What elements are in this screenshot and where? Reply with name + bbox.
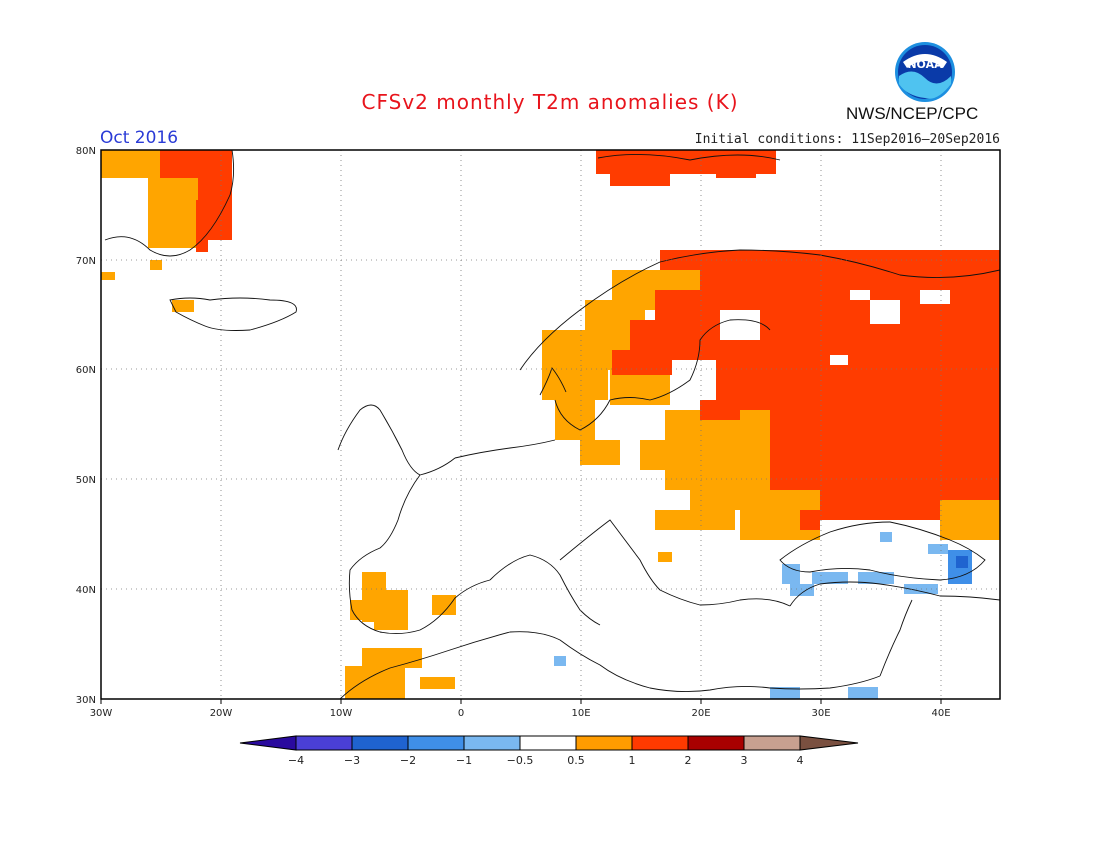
lat-label: 80N: [76, 146, 96, 157]
legend-swatch: [743, 735, 801, 751]
lon-label: 30E: [811, 708, 830, 719]
lon-label: 20W: [210, 708, 233, 719]
map-frame: [100, 149, 1001, 700]
lat-labels: 30N 40N 50N 60N 70N 80N: [76, 146, 96, 706]
legend-swatch: [407, 735, 465, 751]
map-title: CFSv2 monthly T2m anomalies (K): [361, 90, 739, 114]
legend-swatch: [463, 735, 521, 751]
legend-swatch: [631, 735, 689, 751]
legend-arrow-right: [799, 735, 859, 751]
lat-label: 40N: [76, 585, 96, 596]
legend-swatch: [295, 735, 353, 751]
legend-label: 3: [741, 754, 748, 767]
forecast-month: Oct 2016: [100, 128, 179, 148]
lon-label: 20E: [691, 708, 710, 719]
lat-label: 30N: [76, 695, 96, 706]
lon-labels: 30W 20W 10W 0 10E 20E 30E 40E: [90, 708, 951, 719]
initial-conditions: Initial conditions: 11Sep2016–20Sep2016: [694, 132, 1000, 147]
logo-text: NOAA: [907, 58, 943, 71]
legend-label: −3: [344, 754, 360, 767]
legend-label: 0.5: [567, 754, 585, 767]
legend-label: −0.5: [507, 754, 534, 767]
legend-label: 2: [685, 754, 692, 767]
legend-label: 1: [629, 754, 636, 767]
legend-arrow-left: [239, 735, 297, 751]
lat-label: 50N: [76, 475, 96, 486]
lon-label: 10W: [330, 708, 353, 719]
lat-label: 60N: [76, 365, 96, 376]
legend-swatch: [351, 735, 409, 751]
legend-label: −4: [288, 754, 304, 767]
legend-label: −2: [400, 754, 416, 767]
lon-label: 10E: [571, 708, 590, 719]
legend-swatch: [519, 735, 577, 751]
lon-label: 40E: [931, 708, 950, 719]
legend-swatch: [687, 735, 745, 751]
lon-label: 30W: [90, 708, 113, 719]
anomaly-cells: [101, 150, 1000, 699]
legend-swatch: [575, 735, 633, 751]
lat-label: 70N: [76, 256, 96, 267]
agency-label: NWS/NCEP/CPC: [846, 104, 979, 123]
legend-label: 4: [797, 754, 804, 767]
lon-ticks: [100, 699, 942, 704]
noaa-logo-icon: NOAA: [895, 42, 955, 102]
coastlines: [104, 150, 1000, 699]
lon-label: 0: [458, 708, 464, 719]
legend-label: −1: [456, 754, 472, 767]
